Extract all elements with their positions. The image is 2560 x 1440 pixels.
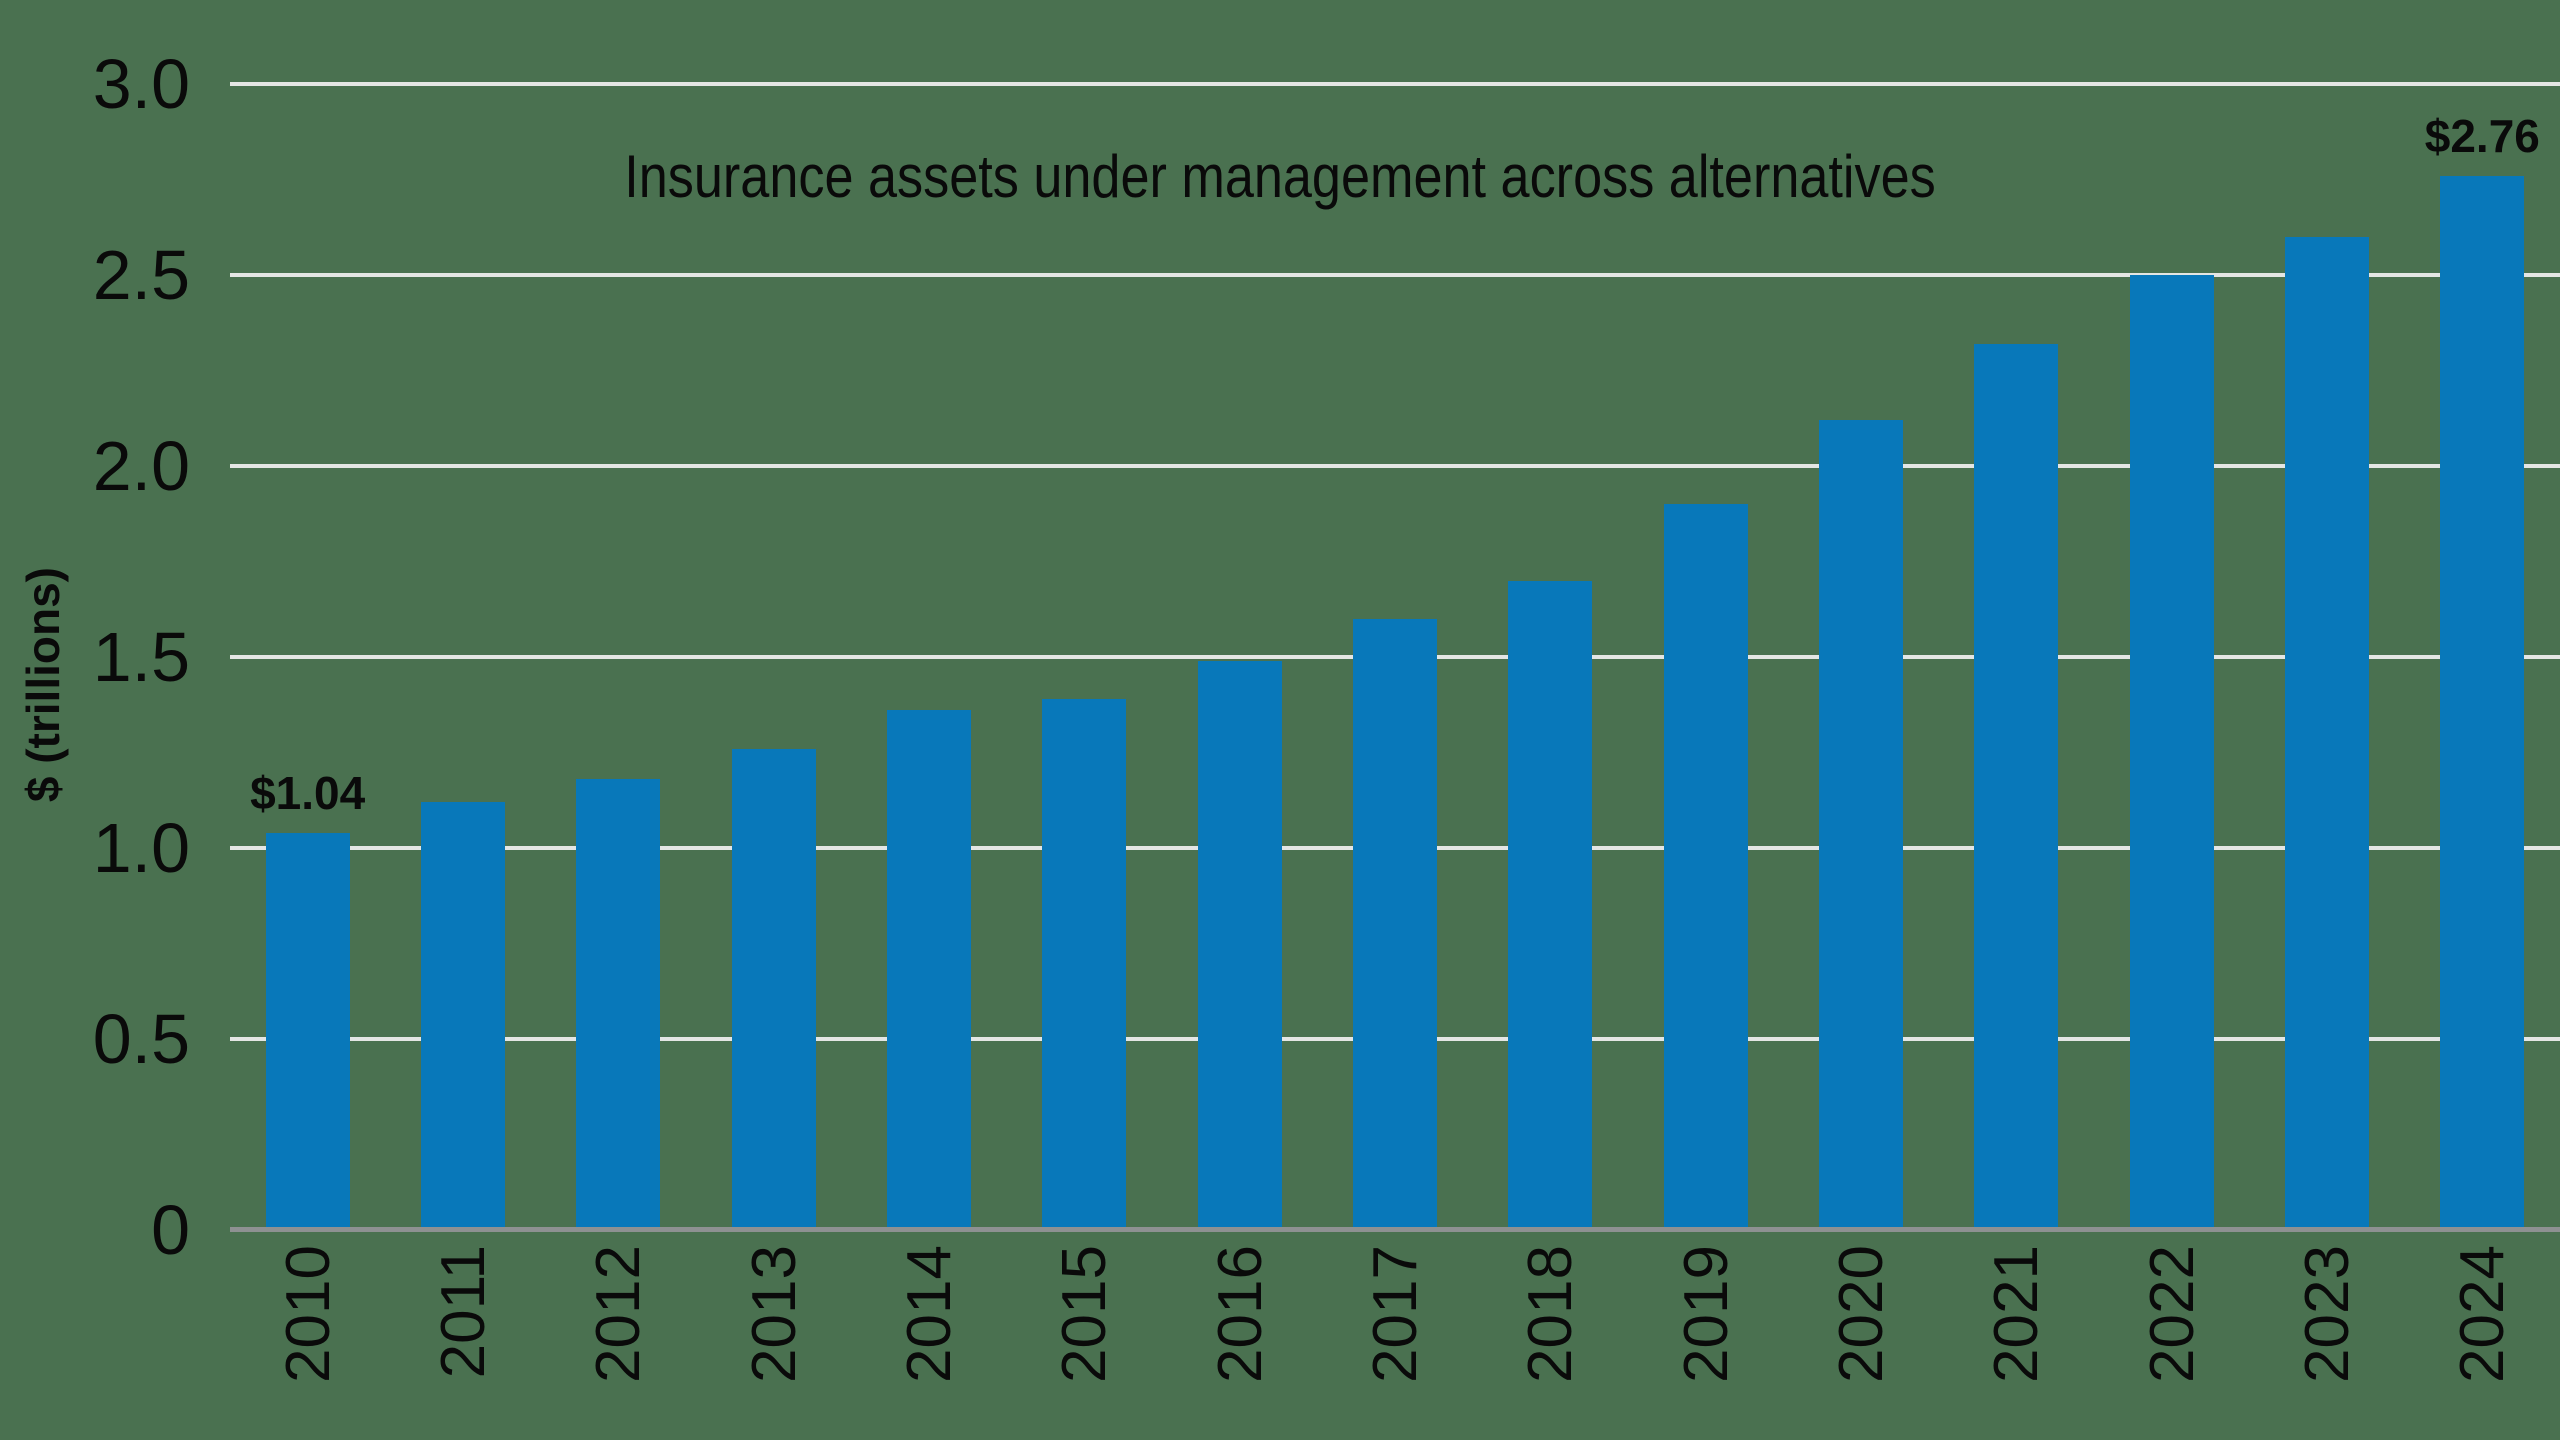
bar-value-label-2024: $2.76 [2424, 109, 2540, 162]
x-tick-wrap-2024: 2024 [2405, 1245, 2560, 1383]
gridline-3.0 [230, 82, 2560, 86]
x-tick-label-2011: 2011 [428, 1245, 498, 1379]
x-tick-wrap-2014: 2014 [851, 1245, 1007, 1383]
x-tick-wrap-2020: 2020 [1783, 1245, 1939, 1383]
gridline-2.5 [230, 273, 2560, 277]
x-tick-label-2010: 2010 [273, 1245, 343, 1383]
y-tick-label-3.0: 3.0 [92, 45, 190, 123]
bar-value-label-2010: $1.04 [250, 766, 366, 819]
x-tick-wrap-2023: 2023 [2249, 1245, 2405, 1383]
x-tick-label-2022: 2022 [2137, 1245, 2207, 1383]
y-tick-label-2.0: 2.0 [92, 427, 190, 505]
x-tick-wrap-2021: 2021 [1939, 1245, 2095, 1383]
x-tick-wrap-2012: 2012 [541, 1245, 697, 1383]
x-tick-label-2019: 2019 [1671, 1245, 1741, 1383]
bar-2014 [887, 710, 971, 1230]
x-tick-label-2021: 2021 [1982, 1245, 2052, 1383]
bar-2019 [1663, 504, 1748, 1230]
bar-2015 [1042, 699, 1127, 1230]
bar-2012 [576, 779, 661, 1230]
x-tick-wrap-2013: 2013 [696, 1245, 852, 1383]
bar-2021 [1974, 343, 2059, 1230]
y-tick-label-2.5: 2.5 [92, 236, 190, 314]
x-tick-label-2024: 2024 [2448, 1245, 2518, 1383]
x-tick-wrap-2022: 2022 [2094, 1245, 2250, 1383]
y-tick-label-1.5: 1.5 [92, 618, 190, 696]
x-tick-wrap-2019: 2019 [1628, 1245, 1784, 1383]
x-tick-label-2014: 2014 [894, 1245, 964, 1383]
x-tick-wrap-2010: 2010 [230, 1245, 386, 1383]
x-tick-label-2020: 2020 [1826, 1245, 1896, 1383]
bar-2020 [1819, 420, 1903, 1230]
bar-2016 [1197, 660, 1282, 1230]
x-tick-label-2018: 2018 [1516, 1245, 1586, 1383]
x-tick-wrap-2016: 2016 [1162, 1245, 1318, 1383]
x-tick-label-2023: 2023 [2292, 1245, 2362, 1383]
x-tick-wrap-2011: 2011 [385, 1245, 541, 1378]
bar-2018 [1508, 580, 1593, 1230]
bar-2011 [421, 802, 505, 1230]
bar-2024 [2440, 175, 2525, 1230]
bar-2010 [265, 832, 350, 1230]
x-axis-line [230, 1227, 2560, 1232]
bar-2023 [2285, 236, 2369, 1230]
x-tick-wrap-2018: 2018 [1473, 1245, 1629, 1383]
y-tick-label-0: 0 [151, 1191, 190, 1269]
x-tick-label-2012: 2012 [584, 1245, 654, 1383]
bar-2022 [2129, 275, 2214, 1230]
gridline-2.0 [230, 464, 2560, 468]
x-tick-label-2015: 2015 [1050, 1245, 1120, 1383]
x-tick-wrap-2017: 2017 [1317, 1245, 1473, 1383]
x-tick-label-2017: 2017 [1360, 1245, 1430, 1383]
bar-2013 [731, 748, 816, 1230]
y-tick-label-1.0: 1.0 [92, 809, 190, 887]
x-tick-label-2013: 2013 [739, 1245, 809, 1383]
bar-2017 [1353, 618, 1437, 1230]
y-tick-label-0.5: 0.5 [92, 1000, 190, 1078]
x-tick-wrap-2015: 2015 [1007, 1245, 1163, 1383]
x-tick-label-2016: 2016 [1205, 1245, 1275, 1383]
chart-title: Insurance assets under management across… [624, 143, 1936, 210]
